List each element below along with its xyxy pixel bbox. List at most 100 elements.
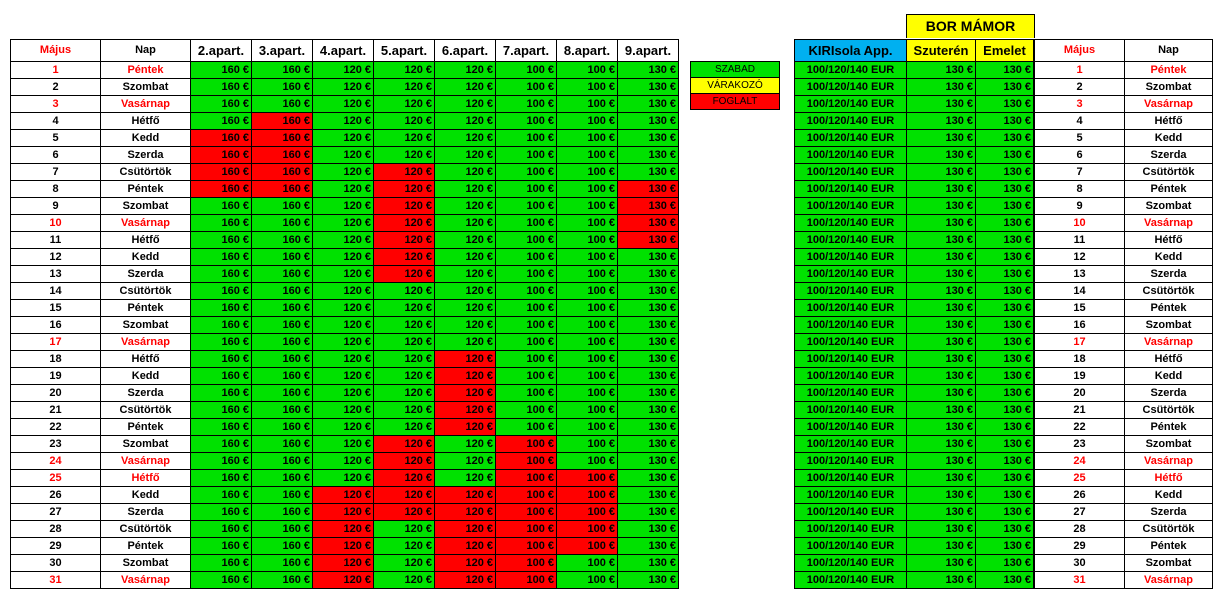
kiri-price: 100/120/140 EUR (794, 112, 907, 130)
price-cell: 120 € (373, 95, 435, 113)
day-number: 31 (1034, 571, 1125, 589)
price-cell: 120 € (373, 537, 435, 555)
day-number: 22 (10, 418, 101, 436)
emelet-header: Emelet (975, 39, 1034, 62)
price-cell: 120 € (434, 180, 496, 198)
day-header: Nap (100, 39, 191, 62)
emelet-price: 130 € (975, 248, 1034, 266)
day-name: Kedd (1124, 248, 1213, 266)
emelet-price: 130 € (975, 214, 1034, 232)
table-row: 8 Péntek 160 €160 €120 €120 €120 €100 €100… (10, 180, 679, 198)
day-number: 11 (10, 231, 101, 249)
table-row: 100/120/140 EUR 130 €130 € (794, 299, 1034, 317)
price-cell: 160 € (190, 214, 252, 232)
day-number: 8 (1034, 180, 1125, 198)
price-cell: 120 € (434, 61, 496, 79)
day-name: Csütörtök (1124, 520, 1213, 538)
day-name: Hétfő (100, 112, 191, 130)
price-cell: 100 € (556, 248, 618, 266)
price-cell: 120 € (434, 435, 496, 453)
price-cell: 120 € (312, 197, 374, 215)
price-cell: 100 € (495, 61, 557, 79)
day-number: 16 (1034, 316, 1125, 334)
szuteren-price: 130 € (906, 452, 976, 470)
day-name: Vasárnap (1124, 571, 1213, 589)
table-row: 100/120/140 EUR 130 €130 € (794, 248, 1034, 266)
day-name: Péntek (100, 418, 191, 436)
price-cell: 130 € (617, 435, 679, 453)
price-cell: 130 € (617, 316, 679, 334)
kiri-price: 100/120/140 EUR (794, 554, 907, 572)
day-number: 13 (10, 265, 101, 283)
day-name: Hétfő (1124, 469, 1213, 487)
day-name: Csütörtök (1124, 282, 1213, 300)
szuteren-price: 130 € (906, 299, 976, 317)
day-number: 19 (10, 367, 101, 385)
price-cell: 160 € (251, 214, 313, 232)
table-row: 100/120/140 EUR 130 €130 € (794, 571, 1034, 589)
price-cell: 120 € (373, 248, 435, 266)
price-cell: 130 € (617, 503, 679, 521)
day-number: 27 (10, 503, 101, 521)
price-cell: 120 € (373, 401, 435, 419)
price-cell: 160 € (251, 265, 313, 283)
day-number: 24 (1034, 452, 1125, 470)
price-cell: 160 € (251, 231, 313, 249)
emelet-price: 130 € (975, 316, 1034, 334)
table-row: 30 Szombat 160 €160 €120 €120 €120 €100 €1… (10, 554, 679, 572)
table-row: 18 Hétfő 160 €160 €120 €120 €120 €100 €100… (10, 350, 679, 368)
price-cell: 120 € (434, 146, 496, 164)
price-cell: 160 € (190, 418, 252, 436)
day-name: Csütörtök (100, 401, 191, 419)
day-number: 12 (1034, 248, 1125, 266)
price-cell: 120 € (312, 146, 374, 164)
day-number: 3 (1034, 95, 1125, 113)
day-number: 23 (1034, 435, 1125, 453)
table-row: 10 Vasárnap (1034, 214, 1213, 232)
price-cell: 160 € (190, 180, 252, 198)
table-row: 100/120/140 EUR 130 €130 € (794, 333, 1034, 351)
price-cell: 130 € (617, 537, 679, 555)
emelet-price: 130 € (975, 299, 1034, 317)
day-number: 10 (10, 214, 101, 232)
table-row: 100/120/140 EUR 130 €130 € (794, 282, 1034, 300)
emelet-price: 130 € (975, 197, 1034, 215)
price-cell: 130 € (617, 333, 679, 351)
price-cell: 120 € (373, 367, 435, 385)
price-cell: 120 € (434, 299, 496, 317)
emelet-price: 130 € (975, 61, 1034, 79)
table-row: 100/120/140 EUR 130 €130 € (794, 350, 1034, 368)
kiri-price: 100/120/140 EUR (794, 299, 907, 317)
emelet-price: 130 € (975, 95, 1034, 113)
price-cell: 120 € (373, 282, 435, 300)
kiri-price: 100/120/140 EUR (794, 180, 907, 198)
price-cell: 160 € (251, 537, 313, 555)
table-row: 27 Szerda (1034, 503, 1213, 521)
price-cell: 100 € (556, 265, 618, 283)
szuteren-price: 130 € (906, 367, 976, 385)
price-cell: 160 € (190, 401, 252, 419)
price-cell: 100 € (495, 265, 557, 283)
day-name: Kedd (100, 248, 191, 266)
table-row: 24 Vasárnap 160 €160 €120 €120 €120 €100 €… (10, 452, 679, 470)
price-cell: 120 € (434, 554, 496, 572)
price-cell: 100 € (556, 282, 618, 300)
price-cell: 100 € (556, 231, 618, 249)
price-cell: 100 € (495, 146, 557, 164)
szuteren-price: 130 € (906, 333, 976, 351)
day-number: 21 (1034, 401, 1125, 419)
kiri-price: 100/120/140 EUR (794, 146, 907, 164)
price-cell: 130 € (617, 418, 679, 436)
price-cell: 130 € (617, 248, 679, 266)
emelet-price: 130 € (975, 282, 1034, 300)
price-cell: 120 € (373, 197, 435, 215)
day-name: Szerda (1124, 384, 1213, 402)
price-cell: 120 € (312, 180, 374, 198)
szuteren-price: 130 € (906, 163, 976, 181)
day-name: Péntek (1124, 299, 1213, 317)
table-row: 28 Csütörtök 160 €160 €120 €120 €120 €100 … (10, 520, 679, 538)
szuteren-price: 130 € (906, 214, 976, 232)
price-cell: 130 € (617, 61, 679, 79)
price-cell: 120 € (373, 469, 435, 487)
emelet-price: 130 € (975, 231, 1034, 249)
